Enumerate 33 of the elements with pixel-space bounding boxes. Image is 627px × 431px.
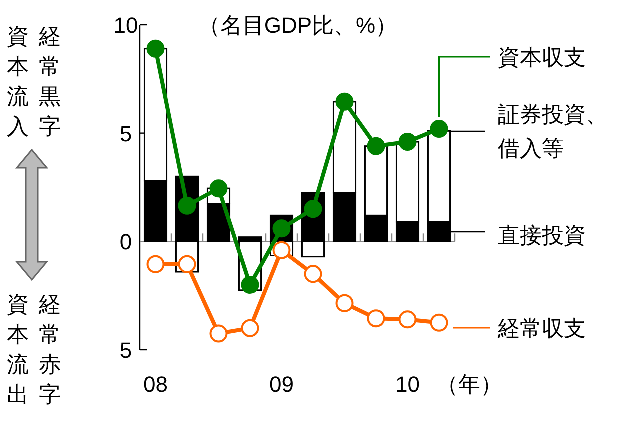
point [210,324,228,343]
point [241,319,260,338]
point [367,137,386,156]
legend-label: 直接投資 [498,223,586,248]
point [430,314,448,332]
point [241,276,260,294]
point [304,265,322,284]
chart-title: （名目GDP比、%） [198,13,398,38]
point [146,40,165,58]
text: 資本流出 [7,292,29,407]
text: 資本流入 [7,24,29,139]
y-tick-label: 5 [120,338,132,363]
text: 資本収支 [498,45,586,70]
point [367,310,386,328]
point [146,255,165,274]
text: 経常赤字 [38,292,61,407]
point [210,180,228,198]
point [398,133,417,151]
point [398,310,417,329]
y-tick-label: 0 [120,230,132,255]
y-tick-label: 10 [114,13,138,38]
point [336,294,354,312]
point [272,241,291,260]
y-tick-label: 5 [120,121,132,146]
x-tick-label: 09 [270,372,294,397]
legend-label: 証券投資、借入等 [498,102,608,161]
text: 経常黒字 [38,24,61,139]
x-axis-title: （年） [436,372,502,397]
point [430,120,448,138]
x-tick-label: 10 [396,372,420,397]
legend-label: 経常収支 [497,316,586,341]
point [336,92,354,111]
x-tick-label: 08 [144,372,168,397]
